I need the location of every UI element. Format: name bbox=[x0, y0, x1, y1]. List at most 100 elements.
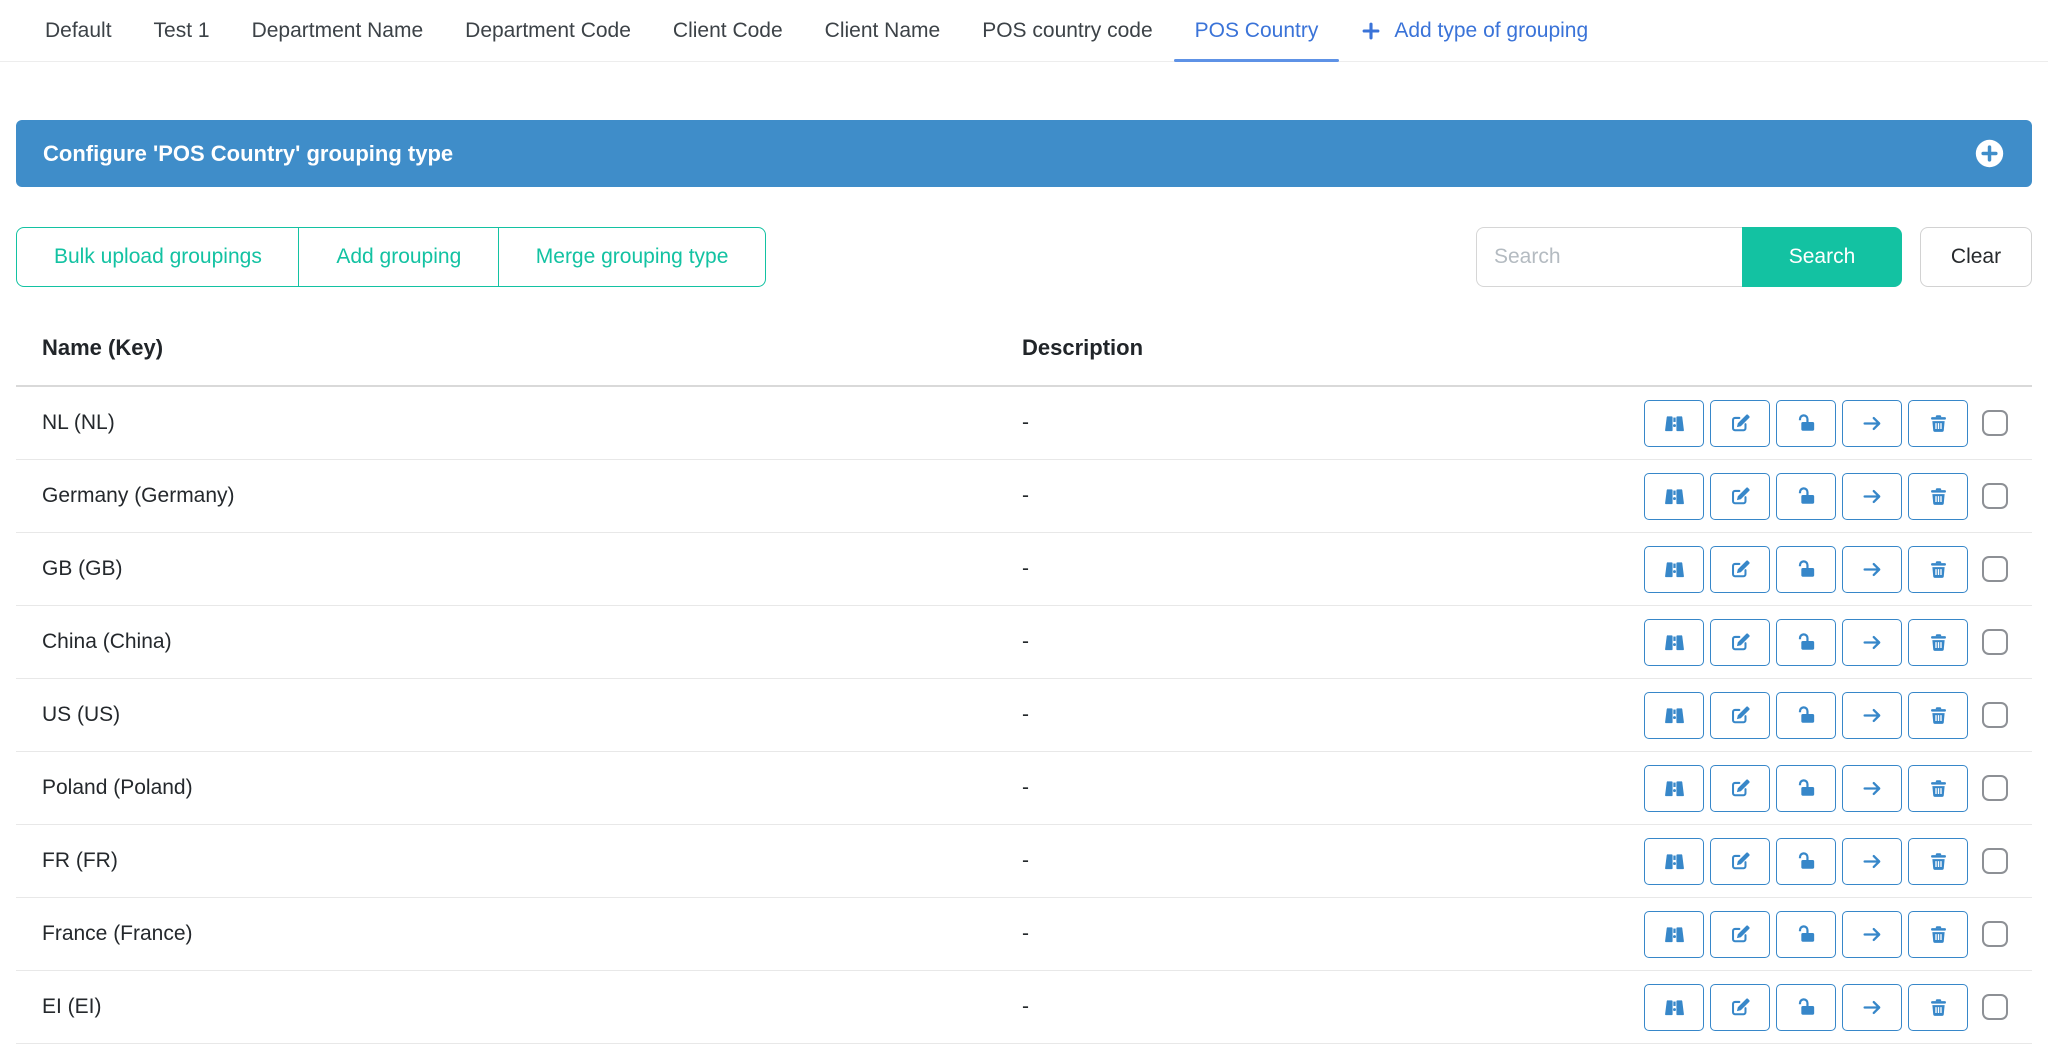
row-actions bbox=[1644, 472, 1968, 520]
arrow-right-icon bbox=[1862, 1000, 1880, 1014]
view-binoculars-button[interactable] bbox=[1644, 399, 1704, 447]
panel-title: Configure 'POS Country' grouping type bbox=[43, 140, 454, 166]
view-binoculars-button[interactable] bbox=[1644, 691, 1704, 739]
view-binoculars-button[interactable] bbox=[1644, 837, 1704, 885]
delete-button[interactable] bbox=[1908, 618, 1968, 666]
edit-icon bbox=[1731, 851, 1750, 869]
move-arrow-button[interactable] bbox=[1842, 910, 1902, 958]
row-checkbox[interactable] bbox=[1982, 702, 2008, 728]
row-checkbox[interactable] bbox=[1982, 921, 2008, 947]
move-arrow-button[interactable] bbox=[1842, 472, 1902, 520]
add-grouping-button[interactable]: Add grouping bbox=[298, 227, 500, 287]
tab-pos-country-code[interactable]: POS country code bbox=[961, 0, 1173, 61]
view-binoculars-button[interactable] bbox=[1644, 618, 1704, 666]
search-group: Search bbox=[1476, 227, 1902, 287]
tab-department-code[interactable]: Department Code bbox=[444, 0, 652, 61]
add-type-of-grouping-button[interactable]: Add type of grouping bbox=[1339, 0, 1609, 61]
arrow-right-icon bbox=[1862, 635, 1880, 649]
delete-button[interactable] bbox=[1908, 399, 1968, 447]
delete-button[interactable] bbox=[1908, 472, 1968, 520]
trash-icon bbox=[1930, 487, 1946, 505]
tab-label: Client Code bbox=[672, 18, 783, 42]
move-arrow-button[interactable] bbox=[1842, 983, 1902, 1031]
delete-button[interactable] bbox=[1908, 837, 1968, 885]
tab-client-code[interactable]: Client Code bbox=[652, 0, 804, 61]
view-binoculars-button[interactable] bbox=[1644, 472, 1704, 520]
view-binoculars-button[interactable] bbox=[1644, 983, 1704, 1031]
move-arrow-button[interactable] bbox=[1842, 764, 1902, 812]
row-actions bbox=[1644, 837, 1968, 885]
tab-client-name[interactable]: Client Name bbox=[804, 0, 962, 61]
panel-expand-button[interactable] bbox=[1974, 138, 2005, 169]
binoculars-icon bbox=[1664, 561, 1684, 577]
move-arrow-button[interactable] bbox=[1842, 691, 1902, 739]
binoculars-icon bbox=[1664, 780, 1684, 796]
view-binoculars-button[interactable] bbox=[1644, 764, 1704, 812]
edit-button[interactable] bbox=[1710, 764, 1770, 812]
edit-button[interactable] bbox=[1710, 910, 1770, 958]
binoculars-icon bbox=[1664, 853, 1684, 869]
unlock-button[interactable] bbox=[1776, 618, 1836, 666]
bulk-upload-groupings-button[interactable]: Bulk upload groupings bbox=[16, 227, 300, 287]
tab-pos-country[interactable]: POS Country bbox=[1173, 0, 1340, 62]
unlock-button[interactable] bbox=[1776, 910, 1836, 958]
edit-button[interactable] bbox=[1710, 983, 1770, 1031]
delete-button[interactable] bbox=[1908, 910, 1968, 958]
edit-button[interactable] bbox=[1710, 545, 1770, 593]
tab-label: Client Name bbox=[824, 18, 941, 42]
search-button[interactable]: Search bbox=[1742, 227, 1902, 287]
unlock-button[interactable] bbox=[1776, 764, 1836, 812]
move-arrow-button[interactable] bbox=[1842, 618, 1902, 666]
table-row: NL (NL) - bbox=[16, 387, 2032, 460]
view-binoculars-button[interactable] bbox=[1644, 545, 1704, 593]
table-body: NL (NL) - bbox=[16, 387, 2032, 1044]
trash-icon bbox=[1930, 560, 1946, 578]
table-row: US (US) - bbox=[16, 679, 2032, 752]
tab-test-1[interactable]: Test 1 bbox=[133, 0, 231, 61]
grouping-actions-group: Bulk upload groupings Add grouping Merge… bbox=[16, 227, 767, 287]
move-arrow-button[interactable] bbox=[1842, 399, 1902, 447]
toolbar: Bulk upload groupings Add grouping Merge… bbox=[16, 227, 2032, 287]
tab-label: Department Name bbox=[251, 18, 424, 42]
unlock-button[interactable] bbox=[1776, 545, 1836, 593]
delete-button[interactable] bbox=[1908, 764, 1968, 812]
edit-button[interactable] bbox=[1710, 618, 1770, 666]
tab-default[interactable]: Default bbox=[24, 0, 133, 61]
unlock-button[interactable] bbox=[1776, 472, 1836, 520]
tab-department-name[interactable]: Department Name bbox=[231, 0, 445, 61]
edit-button[interactable] bbox=[1710, 837, 1770, 885]
delete-button[interactable] bbox=[1908, 983, 1968, 1031]
view-binoculars-button[interactable] bbox=[1644, 910, 1704, 958]
unlock-button[interactable] bbox=[1776, 691, 1836, 739]
delete-button[interactable] bbox=[1908, 691, 1968, 739]
row-checkbox[interactable] bbox=[1982, 994, 2008, 1020]
edit-icon bbox=[1731, 559, 1750, 577]
row-name: France (France) bbox=[42, 922, 193, 945]
row-name: Germany (Germany) bbox=[42, 484, 235, 507]
table-row: EI (EI) - bbox=[16, 971, 2032, 1044]
edit-icon bbox=[1731, 778, 1750, 796]
row-checkbox[interactable] bbox=[1982, 483, 2008, 509]
unlock-button[interactable] bbox=[1776, 983, 1836, 1031]
row-checkbox[interactable] bbox=[1982, 556, 2008, 582]
row-checkbox[interactable] bbox=[1982, 775, 2008, 801]
edit-button[interactable] bbox=[1710, 472, 1770, 520]
unlock-icon bbox=[1798, 486, 1814, 504]
unlock-button[interactable] bbox=[1776, 399, 1836, 447]
row-checkbox[interactable] bbox=[1982, 629, 2008, 655]
row-checkbox[interactable] bbox=[1982, 410, 2008, 436]
row-checkbox[interactable] bbox=[1982, 848, 2008, 874]
unlock-icon bbox=[1798, 632, 1814, 650]
unlock-button[interactable] bbox=[1776, 837, 1836, 885]
edit-button[interactable] bbox=[1710, 691, 1770, 739]
unlock-icon bbox=[1798, 997, 1814, 1015]
clear-button[interactable]: Clear bbox=[1920, 227, 2032, 287]
edit-button[interactable] bbox=[1710, 399, 1770, 447]
row-actions bbox=[1644, 399, 1968, 447]
merge-grouping-type-button[interactable]: Merge grouping type bbox=[497, 227, 767, 287]
delete-button[interactable] bbox=[1908, 545, 1968, 593]
binoculars-icon bbox=[1664, 926, 1684, 942]
move-arrow-button[interactable] bbox=[1842, 837, 1902, 885]
move-arrow-button[interactable] bbox=[1842, 545, 1902, 593]
search-input[interactable] bbox=[1476, 227, 1742, 287]
